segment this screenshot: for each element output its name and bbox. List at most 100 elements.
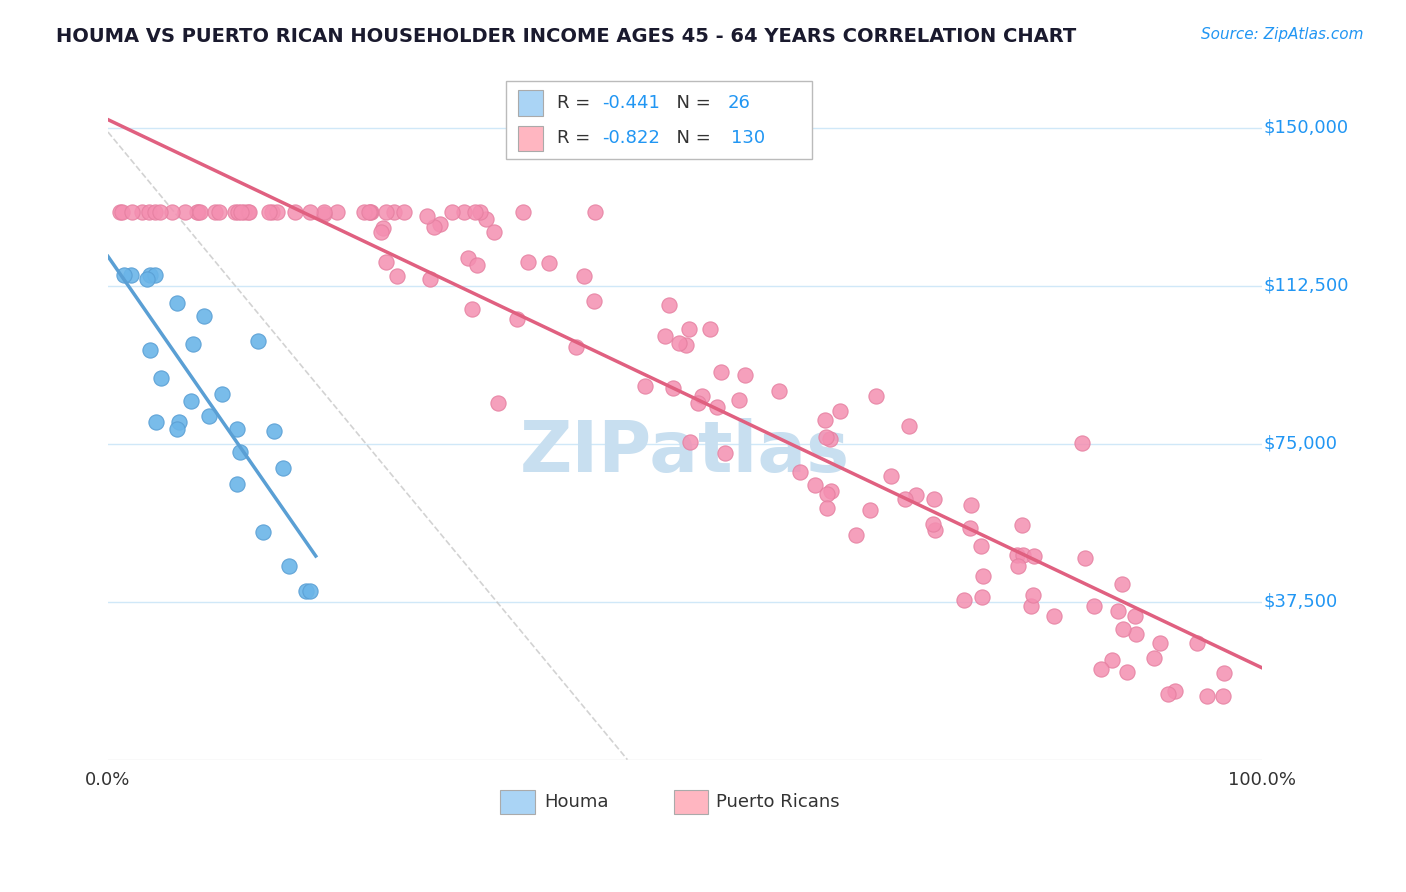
- Point: [271, 460, 294, 475]
- Point: [385, 268, 408, 283]
- Point: [1112, 622, 1135, 636]
- Text: $112,500: $112,500: [1264, 277, 1348, 295]
- Point: [706, 401, 728, 415]
- Point: [231, 205, 253, 219]
- Point: [226, 422, 249, 436]
- Point: [160, 205, 183, 219]
- Point: [734, 368, 756, 383]
- Point: [710, 365, 733, 379]
- Point: [1005, 548, 1028, 562]
- Point: [226, 205, 249, 219]
- Point: [768, 384, 790, 398]
- Point: [1123, 608, 1146, 623]
- Point: [145, 415, 167, 429]
- Text: R =: R =: [557, 94, 596, 112]
- Point: [583, 205, 606, 219]
- Point: [207, 205, 229, 219]
- Point: [464, 205, 486, 219]
- Point: [686, 395, 709, 409]
- Point: [815, 487, 838, 501]
- Text: 130: 130: [731, 129, 765, 147]
- Point: [139, 268, 162, 283]
- Point: [392, 205, 415, 219]
- Point: [654, 329, 676, 343]
- Point: [1157, 687, 1180, 701]
- Point: [1197, 690, 1219, 704]
- Point: [486, 396, 509, 410]
- Point: [278, 558, 301, 573]
- Point: [360, 205, 382, 219]
- FancyBboxPatch shape: [517, 90, 543, 116]
- Point: [537, 256, 560, 270]
- Point: [149, 205, 172, 219]
- Text: Houma: Houma: [544, 793, 609, 811]
- Point: [467, 258, 489, 272]
- Point: [699, 321, 721, 335]
- Point: [193, 309, 215, 323]
- Text: Puerto Ricans: Puerto Ricans: [716, 793, 839, 811]
- Point: [713, 446, 735, 460]
- FancyBboxPatch shape: [506, 81, 813, 160]
- Point: [298, 205, 321, 219]
- Point: [460, 302, 482, 317]
- Point: [181, 337, 204, 351]
- Point: [312, 207, 335, 221]
- Point: [1143, 650, 1166, 665]
- Point: [970, 539, 993, 553]
- Point: [634, 379, 657, 393]
- Text: Source: ZipAtlas.com: Source: ZipAtlas.com: [1201, 27, 1364, 42]
- Point: [224, 205, 246, 219]
- Point: [727, 393, 749, 408]
- Point: [226, 477, 249, 491]
- Point: [1024, 549, 1046, 563]
- Point: [423, 219, 446, 234]
- Point: [166, 296, 188, 310]
- Point: [828, 404, 851, 418]
- Point: [1185, 635, 1208, 649]
- Text: -0.441: -0.441: [602, 94, 659, 112]
- Point: [247, 334, 270, 348]
- Point: [516, 255, 538, 269]
- Point: [1012, 548, 1035, 562]
- Point: [359, 205, 381, 219]
- Point: [1107, 604, 1129, 618]
- Point: [1090, 662, 1112, 676]
- Point: [972, 569, 994, 583]
- Point: [357, 205, 380, 219]
- Point: [922, 492, 945, 507]
- Point: [457, 252, 479, 266]
- Point: [120, 268, 142, 283]
- Point: [468, 205, 491, 219]
- Point: [1101, 653, 1123, 667]
- Text: $75,000: $75,000: [1264, 434, 1337, 453]
- Point: [143, 268, 166, 283]
- Point: [1164, 684, 1187, 698]
- Point: [1125, 627, 1147, 641]
- Point: [959, 521, 981, 535]
- Point: [135, 272, 157, 286]
- Point: [818, 432, 841, 446]
- Point: [257, 205, 280, 219]
- Point: [924, 523, 946, 537]
- Point: [262, 205, 284, 219]
- Point: [1043, 609, 1066, 624]
- Point: [894, 491, 917, 506]
- Text: N =: N =: [665, 94, 717, 112]
- Point: [190, 205, 212, 219]
- Point: [804, 478, 827, 492]
- Point: [298, 584, 321, 599]
- Point: [238, 205, 260, 219]
- Point: [373, 220, 395, 235]
- Point: [138, 205, 160, 219]
- Point: [180, 393, 202, 408]
- Point: [820, 484, 842, 499]
- Text: R =: R =: [557, 129, 596, 147]
- Point: [1074, 551, 1097, 566]
- Point: [970, 590, 993, 604]
- Point: [238, 205, 260, 219]
- Point: [690, 389, 713, 403]
- Point: [865, 389, 887, 403]
- Point: [441, 205, 464, 219]
- Point: [880, 468, 903, 483]
- Point: [326, 205, 349, 219]
